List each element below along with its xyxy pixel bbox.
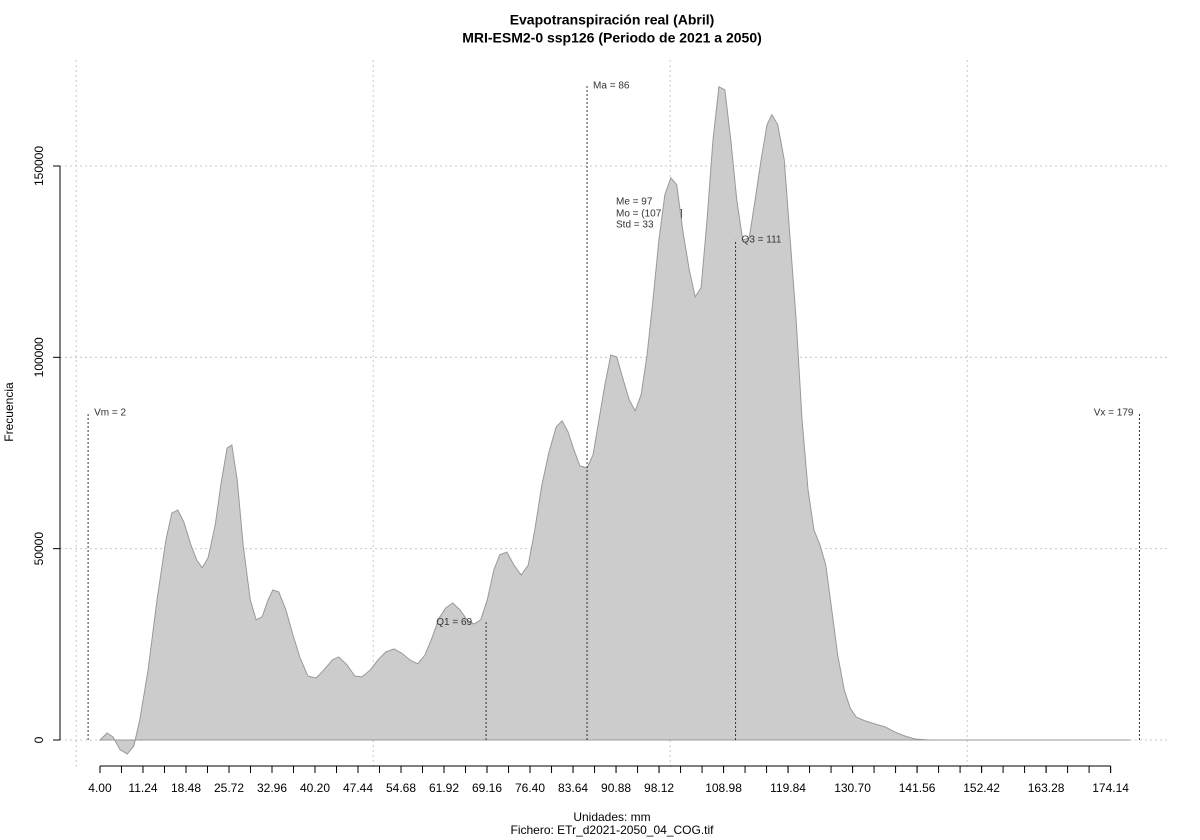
density-area	[98, 86, 1130, 755]
x-tick-label: 152.42	[963, 781, 1000, 795]
x-axis-label: Unidades: mm	[573, 810, 650, 824]
stat-label: Std = 33	[616, 220, 654, 231]
x-tick-label: 163.28	[1028, 781, 1065, 795]
y-tick-label: 0	[32, 736, 46, 743]
marker-label: Ma = 86	[593, 80, 630, 91]
x-tick-label: 98.12	[644, 781, 674, 795]
y-tick-label: 50000	[32, 532, 46, 566]
x-tick-label: 174.14	[1092, 781, 1129, 795]
marker-label: Q1 = 69	[436, 617, 472, 628]
x-tick-label: 47.44	[343, 781, 373, 795]
x-tick-label: 40.20	[300, 781, 330, 795]
marker-label: Vx = 179	[1094, 407, 1134, 418]
x-tick-label: 4.00	[88, 781, 112, 795]
marker-label: Q3 = 111	[742, 234, 782, 245]
x-tick-label: 141.56	[899, 781, 936, 795]
x-tick-label: 69.16	[472, 781, 502, 795]
stat-label: Mo = (107,110]	[616, 209, 683, 220]
y-tick-label: 100000	[32, 337, 46, 377]
marker-label: Vm = 2	[94, 407, 126, 418]
chart-title: Evapotranspiración real (Abril)	[510, 12, 715, 28]
x-tick-label: 119.84	[770, 781, 806, 795]
x-tick-label: 83.64	[558, 781, 588, 795]
x-tick-label: 108.98	[705, 781, 742, 795]
x-tick-label: 90.88	[601, 781, 631, 795]
y-tick-label: 150000	[32, 146, 46, 186]
caption: Fichero: ETr_d2021-2050_04_COG.tif	[511, 823, 715, 837]
x-tick-label: 18.48	[171, 781, 201, 795]
y-axis-label: Frecuencia	[2, 382, 16, 442]
x-tick-label: 25.72	[214, 781, 244, 795]
x-tick-label: 76.40	[515, 781, 545, 795]
x-tick-label: 54.68	[386, 781, 416, 795]
x-tick-label: 11.24	[128, 781, 157, 795]
chart-subtitle: MRI-ESM2-0 ssp126 (Periodo de 2021 a 205…	[462, 30, 762, 46]
x-tick-label: 130.70	[834, 781, 871, 795]
stat-label: Me = 97	[616, 197, 653, 208]
x-tick-label: 61.92	[429, 781, 459, 795]
x-tick-label: 32.96	[257, 781, 287, 795]
